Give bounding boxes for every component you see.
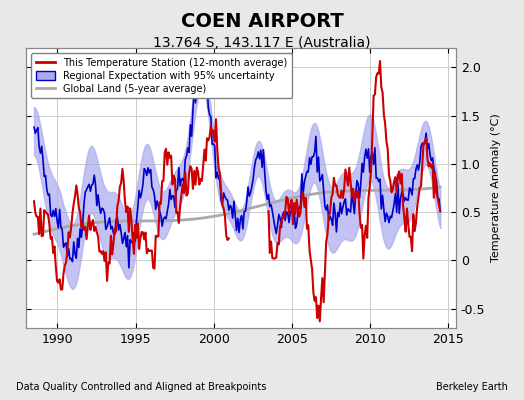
Text: 13.764 S, 143.117 E (Australia): 13.764 S, 143.117 E (Australia) xyxy=(153,36,371,50)
Y-axis label: Temperature Anomaly (°C): Temperature Anomaly (°C) xyxy=(491,114,501,262)
Text: Berkeley Earth: Berkeley Earth xyxy=(436,382,508,392)
Legend: This Temperature Station (12-month average), Regional Expectation with 95% uncer: This Temperature Station (12-month avera… xyxy=(31,53,292,98)
Text: Data Quality Controlled and Aligned at Breakpoints: Data Quality Controlled and Aligned at B… xyxy=(16,382,266,392)
Text: COEN AIRPORT: COEN AIRPORT xyxy=(181,12,343,31)
